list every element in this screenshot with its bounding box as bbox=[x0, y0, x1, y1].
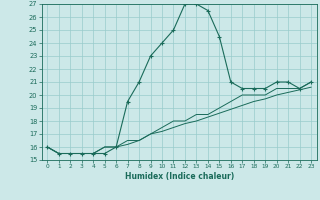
X-axis label: Humidex (Indice chaleur): Humidex (Indice chaleur) bbox=[124, 172, 234, 181]
